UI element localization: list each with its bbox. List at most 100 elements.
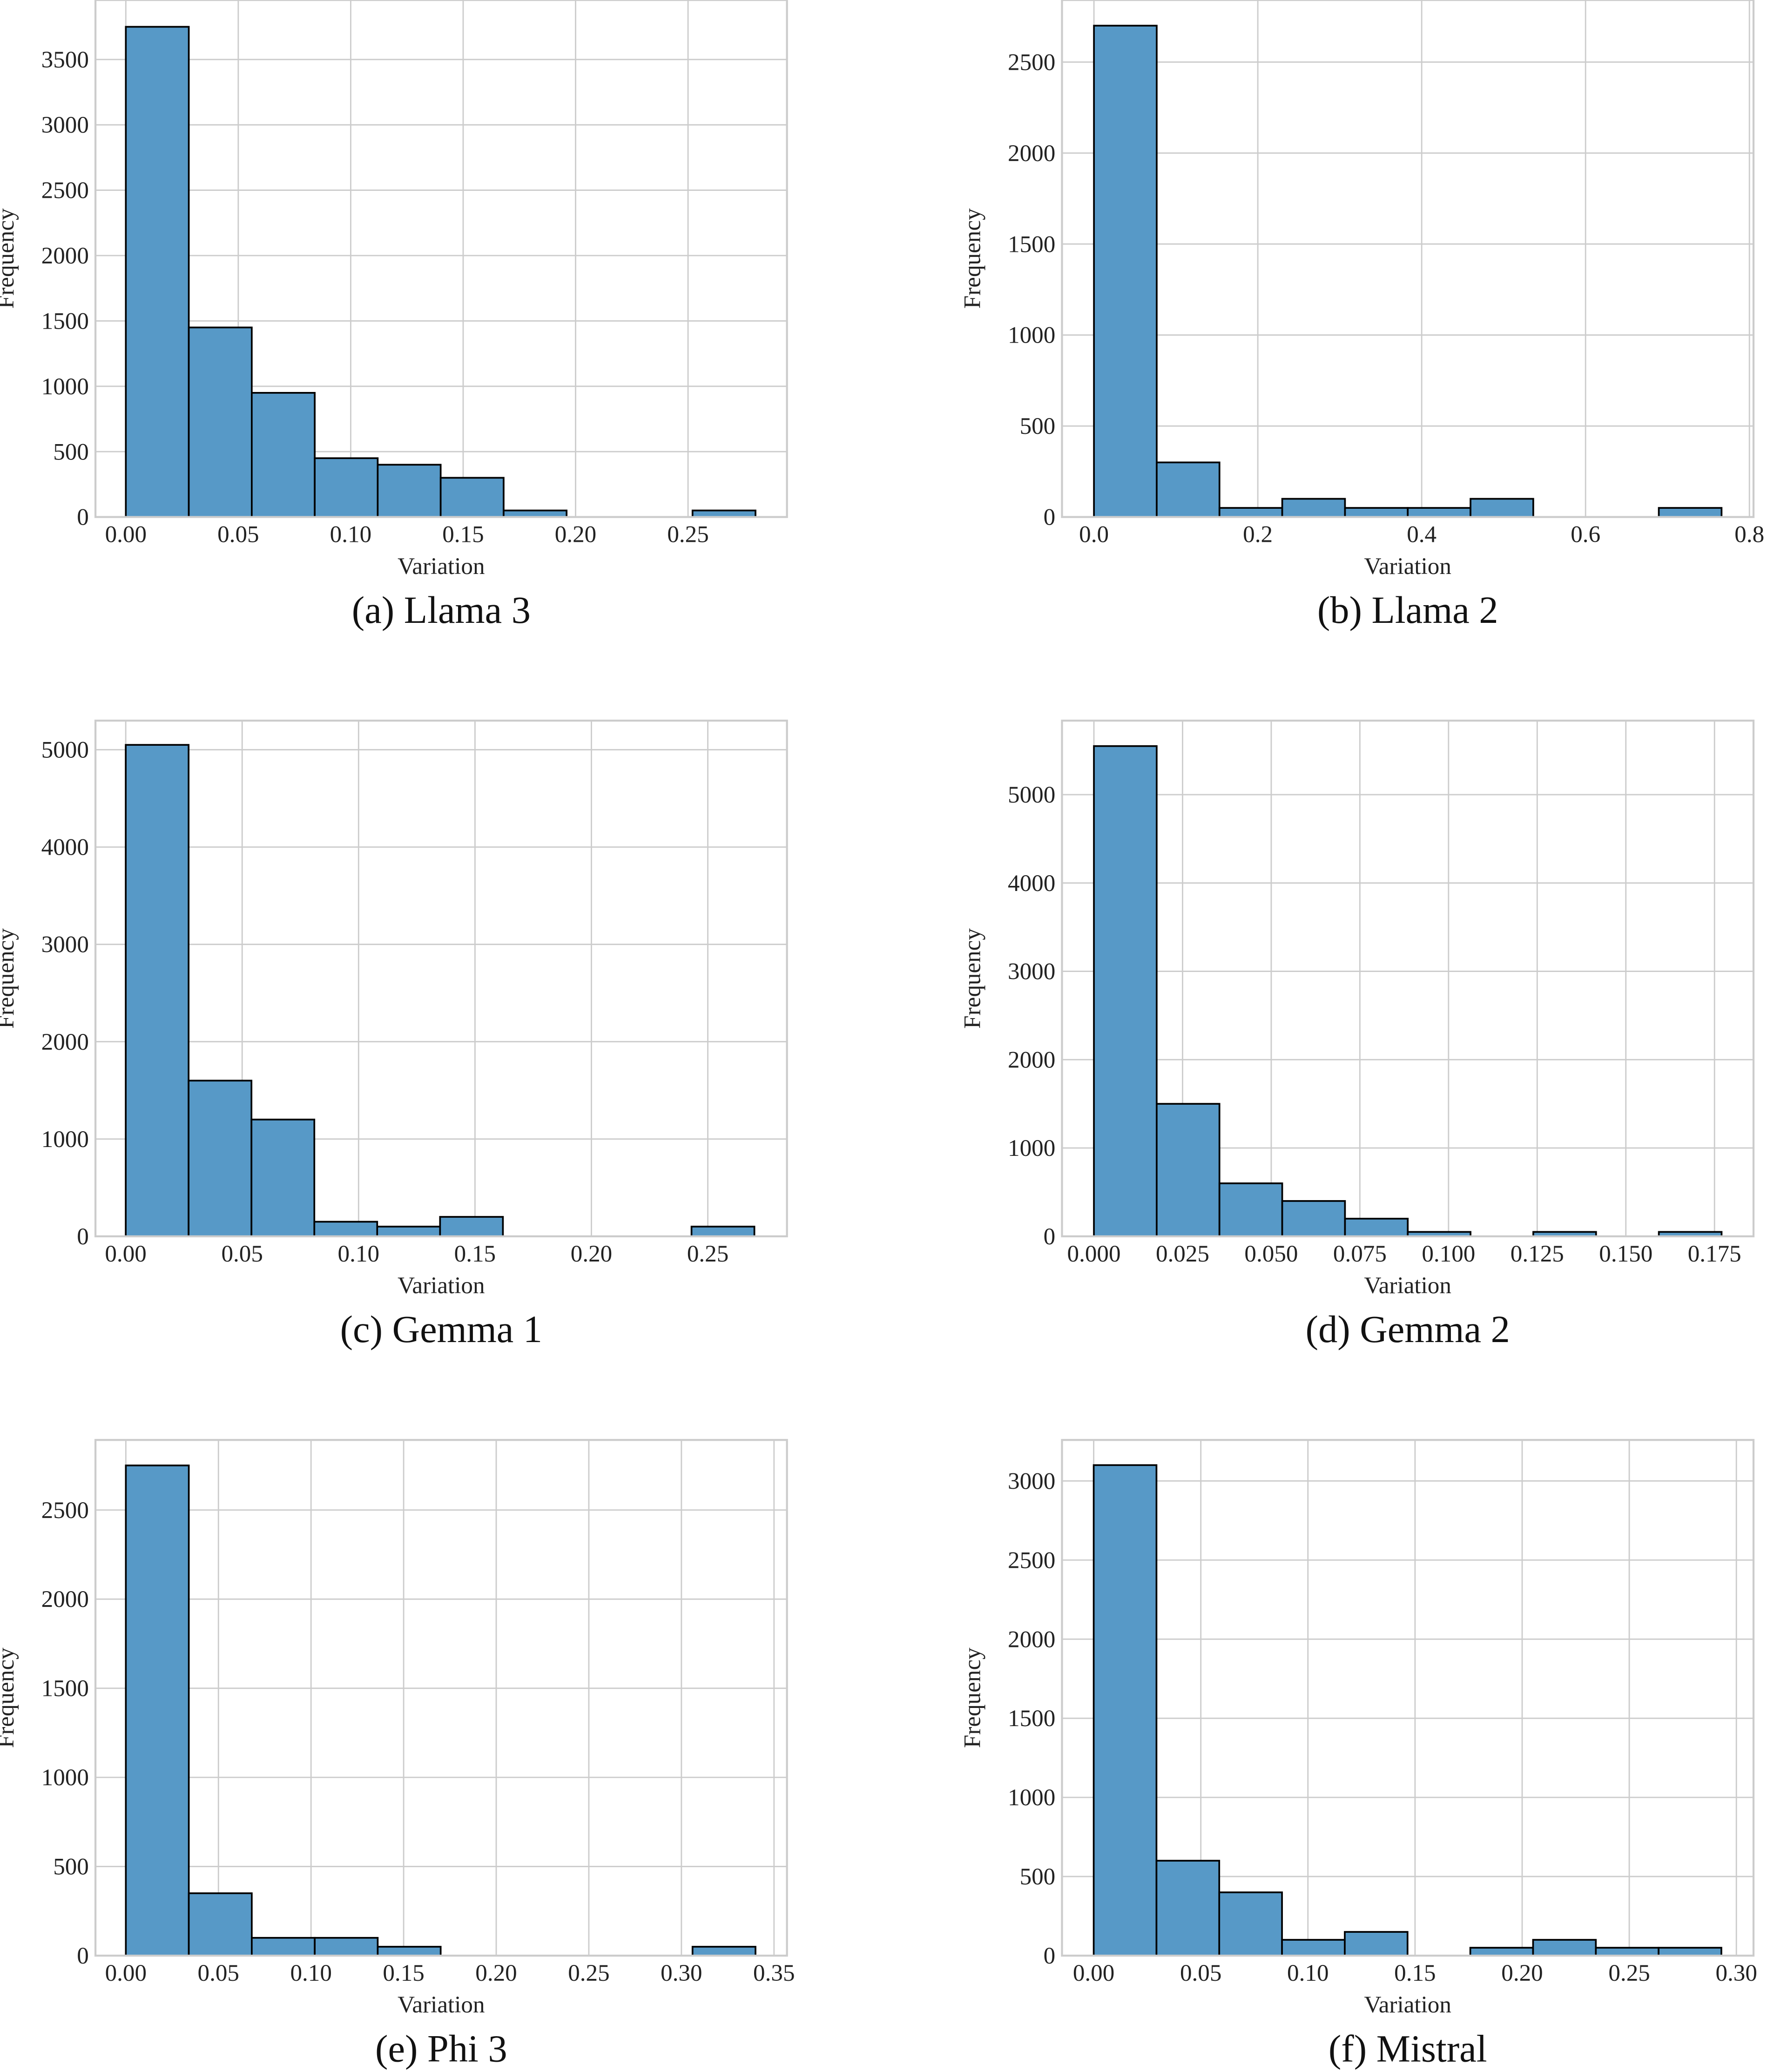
y-tick-label: 5000 xyxy=(41,737,89,763)
y-tick-label: 2000 xyxy=(1008,1626,1055,1653)
plot-frame xyxy=(1061,1439,1755,1957)
y-tick-label: 0 xyxy=(77,1943,89,1969)
plot-frame xyxy=(94,719,788,1237)
histogram-bar xyxy=(314,1937,379,1957)
plot-frame xyxy=(94,1439,788,1957)
y-tick-label: 1500 xyxy=(41,1675,89,1702)
y-tick-label: 0 xyxy=(77,504,89,531)
histogram-bar xyxy=(250,1119,316,1237)
x-tick-label: 0.25 xyxy=(1608,1960,1650,1986)
histogram-bar xyxy=(1344,507,1409,518)
histogram-bar xyxy=(690,1226,755,1237)
x-tick-label: 0.00 xyxy=(105,1241,146,1267)
x-tick-label: 0.00 xyxy=(105,1960,147,1986)
plot-frame xyxy=(1061,719,1755,1237)
y-tick-label: 1500 xyxy=(1008,1705,1055,1732)
x-tick-label: 0.10 xyxy=(338,1241,379,1267)
x-tick-label: 0.35 xyxy=(753,1960,795,1986)
histogram-bar xyxy=(1658,507,1723,518)
histogram-bar xyxy=(1344,1218,1409,1237)
histogram-bar xyxy=(125,26,190,518)
histogram-bar xyxy=(251,1937,316,1957)
histogram-bar xyxy=(1218,1182,1283,1237)
x-tick-label: 0.125 xyxy=(1511,1241,1564,1267)
x-tick-label: 0.25 xyxy=(687,1241,728,1267)
subfigure-caption: (c) Gemma 1 xyxy=(340,1308,542,1350)
x-axis-label: Variation xyxy=(1364,1272,1451,1299)
x-tick-label: 0.4 xyxy=(1407,521,1437,548)
y-tick-label: 1500 xyxy=(1008,231,1055,257)
histogram-bar xyxy=(1281,1939,1346,1957)
x-tick-label: 0.100 xyxy=(1422,1241,1475,1267)
plot-frame xyxy=(1061,0,1755,518)
y-tick-label: 3000 xyxy=(1008,958,1055,985)
x-tick-label: 0.10 xyxy=(290,1960,331,1986)
histogram-bar xyxy=(1093,25,1158,518)
histogram-bar xyxy=(1156,461,1221,518)
x-tick-label: 0.20 xyxy=(475,1960,517,1986)
x-tick-label: 0.05 xyxy=(198,1960,239,1986)
y-tick-label: 3000 xyxy=(1008,1468,1055,1494)
x-tick-label: 0.30 xyxy=(661,1960,702,1986)
histogram-bar xyxy=(1093,745,1158,1237)
subfigure-caption: (d) Gemma 2 xyxy=(1306,1308,1510,1350)
x-tick-label: 0.20 xyxy=(1501,1960,1543,1986)
y-tick-label: 1500 xyxy=(41,308,89,334)
y-tick-label: 3000 xyxy=(41,931,89,958)
x-axis-label: Variation xyxy=(398,1272,485,1299)
y-tick-label: 0 xyxy=(1044,504,1056,531)
x-tick-label: 0.025 xyxy=(1156,1241,1209,1267)
y-tick-label: 0 xyxy=(1044,1943,1056,1969)
x-tick-label: 0.175 xyxy=(1688,1241,1741,1267)
x-tick-label: 0.05 xyxy=(217,521,259,548)
histogram-bar xyxy=(125,744,190,1237)
histogram-bar xyxy=(1595,1947,1659,1957)
histogram-bar xyxy=(1281,1200,1346,1237)
histogram-bar xyxy=(1532,1939,1597,1957)
x-tick-label: 0.20 xyxy=(555,521,596,548)
x-axis-label: Variation xyxy=(1364,1991,1451,2018)
y-tick-label: 2000 xyxy=(41,243,89,269)
y-axis-label: Frequency xyxy=(959,928,985,1029)
histogram-bar xyxy=(125,1465,190,1957)
histogram-bar xyxy=(188,1892,253,1957)
y-axis-label: Frequency xyxy=(0,928,19,1029)
plot-frame xyxy=(94,0,788,518)
y-tick-label: 4000 xyxy=(41,834,89,861)
y-tick-label: 2500 xyxy=(41,1497,89,1524)
x-tick-label: 0.2 xyxy=(1243,521,1273,548)
histogram-bar xyxy=(1344,1931,1409,1957)
histogram-bar xyxy=(251,391,316,518)
x-tick-label: 0.30 xyxy=(1715,1960,1757,1986)
histogram-bar xyxy=(188,1080,253,1237)
histogram-panel-2: 0.00 0.05 0.10 0.15 0.20 0.25 0 1000 2000 3000 400… xyxy=(0,719,788,1350)
histogram-bar xyxy=(691,1946,756,1957)
histogram-bar xyxy=(1470,498,1534,518)
x-tick-label: 0.15 xyxy=(383,1960,424,1986)
y-tick-label: 2000 xyxy=(1008,1046,1055,1073)
histogram-bar xyxy=(1407,507,1471,518)
y-tick-label: 2000 xyxy=(41,1586,89,1613)
x-tick-label: 0.15 xyxy=(454,1241,496,1267)
histogram-bar xyxy=(439,477,505,518)
y-tick-label: 500 xyxy=(53,1854,89,1880)
y-axis-label: Frequency xyxy=(959,208,985,309)
y-tick-label: 3500 xyxy=(41,47,89,73)
histogram-bar xyxy=(313,1221,378,1237)
y-axis-label: Frequency xyxy=(959,1647,985,1748)
y-tick-label: 500 xyxy=(53,439,89,465)
histogram-bar xyxy=(377,1946,442,1957)
histogram-bar xyxy=(439,1216,504,1237)
histogram-bar xyxy=(376,1226,441,1237)
x-tick-label: 0.0 xyxy=(1079,521,1109,548)
y-axis-label: Frequency xyxy=(0,208,19,309)
y-axis-label: Frequency xyxy=(0,1647,19,1748)
histogram-panel-1: 0.0 0.2 0.4 0.6 0.8 0 500 1000 1500 2000 2500 Varia… xyxy=(959,0,1764,631)
y-tick-label: 1000 xyxy=(41,1764,89,1791)
subfigure-caption: (a) Llama 3 xyxy=(352,589,531,631)
y-tick-label: 1000 xyxy=(1008,322,1055,349)
x-tick-label: 0.05 xyxy=(221,1241,263,1267)
histogram-panel-4: 0.00 0.05 0.10 0.15 0.20 0.25 0.30 0.35 0 500 1000… xyxy=(0,1439,795,2070)
x-tick-label: 0.6 xyxy=(1571,521,1600,548)
